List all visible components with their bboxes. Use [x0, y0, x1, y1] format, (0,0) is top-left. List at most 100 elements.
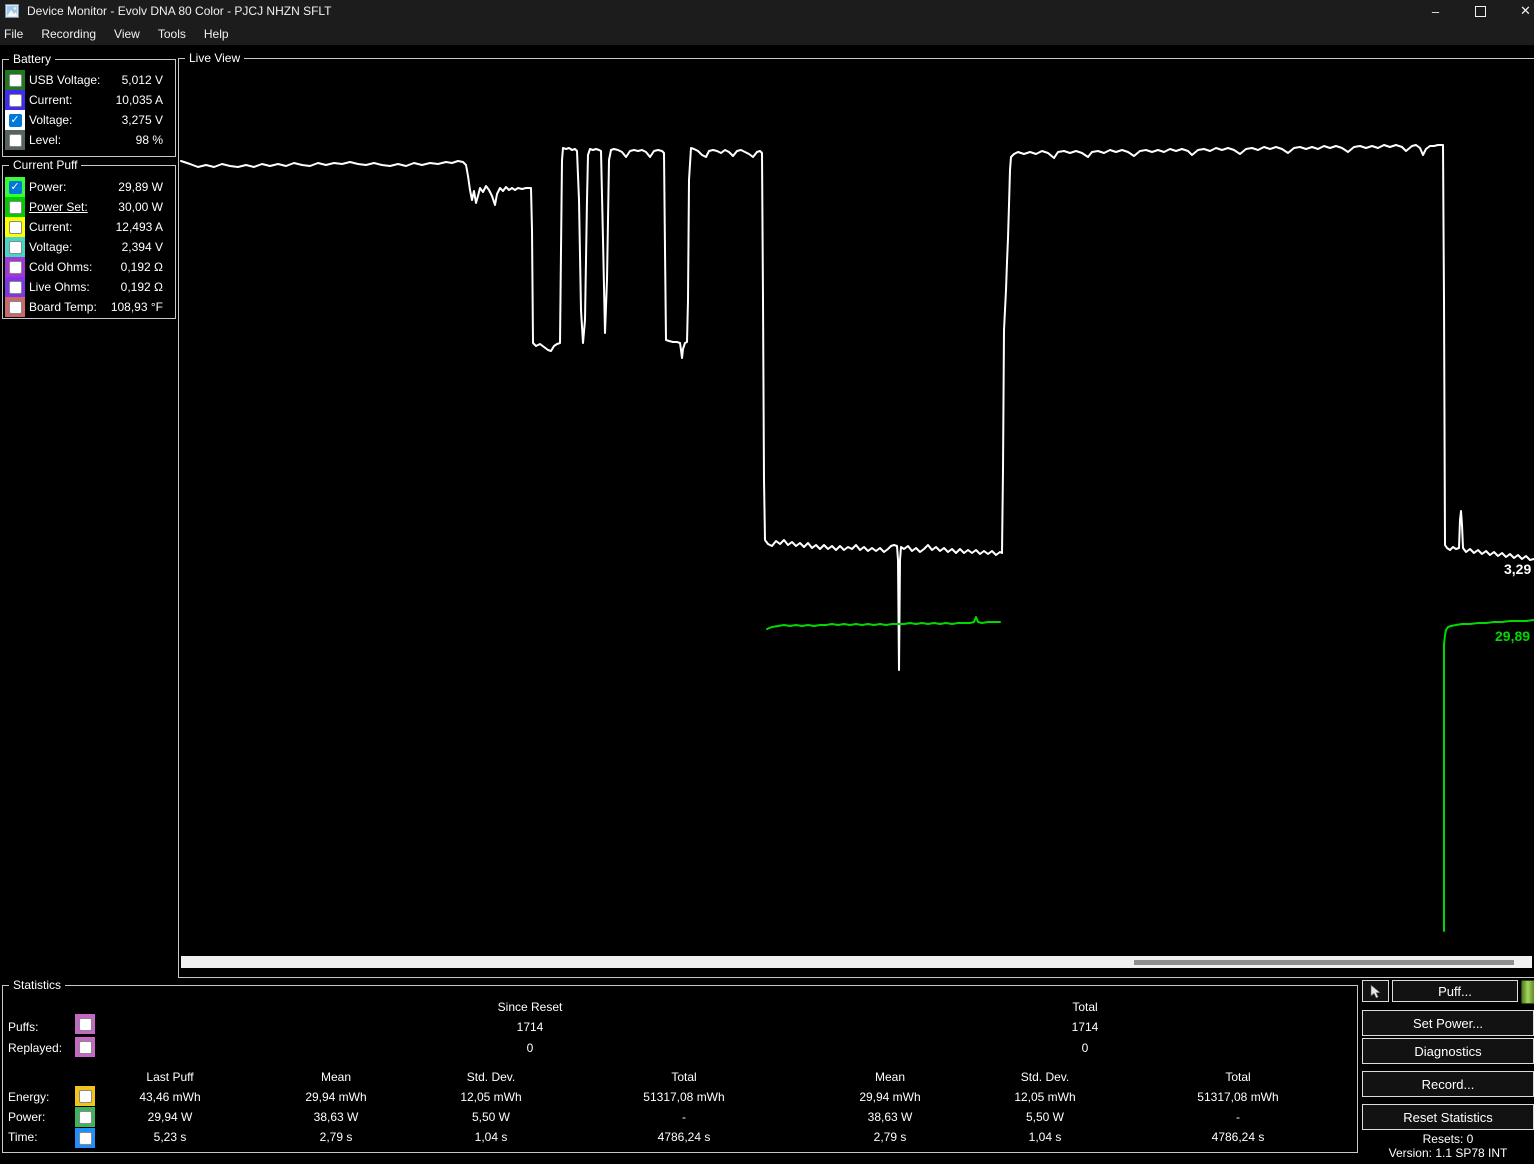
power-stat-checkbox[interactable] — [78, 1110, 92, 1124]
power-checkbox[interactable] — [8, 180, 22, 194]
col-header-last-puff: Last Puff — [146, 1070, 194, 1084]
puffs-since-reset-value: 1714 — [516, 1020, 544, 1034]
set-power-button[interactable]: Set Power... — [1362, 1010, 1534, 1036]
time-stddev-2: 1,04 s — [1028, 1130, 1062, 1144]
puff-button[interactable]: Puff... — [1392, 980, 1518, 1002]
time-total-2: 4786,24 s — [1211, 1130, 1265, 1144]
power-stddev-2: 5,50 W — [1025, 1110, 1065, 1124]
power-total-2: - — [1236, 1110, 1240, 1124]
pointer-tool-button[interactable] — [1362, 980, 1389, 1002]
cold-ohms-checkbox[interactable] — [8, 260, 22, 274]
usb-voltage-checkbox[interactable] — [8, 73, 22, 87]
menu-file[interactable]: File — [4, 26, 24, 41]
board-temp-checkbox[interactable] — [8, 300, 22, 314]
window-title: Device Monitor - Evolv DNA 80 Color - PJ… — [27, 4, 332, 18]
maximize-icon — [1475, 5, 1486, 17]
power-set-link[interactable]: Power Set: — [29, 200, 88, 214]
puff-row-power: Power: 29,89 W — [5, 177, 173, 197]
board-temp-label: Board Temp: — [29, 300, 97, 314]
power-label: Power: — [29, 180, 67, 194]
menu-bar: File Recording View Tools Help — [0, 22, 1534, 45]
battery-group: Battery — [2, 52, 176, 157]
usb-voltage-color-swatch — [5, 70, 25, 90]
live-ohms-value: 0,192 Ω — [120, 280, 163, 294]
puff-voltage-label: Voltage: — [29, 240, 73, 254]
power-set-color-swatch — [5, 197, 25, 217]
power-set-checkbox[interactable] — [8, 200, 22, 214]
replayed-checkbox[interactable] — [78, 1040, 92, 1054]
live-view-chart[interactable] — [179, 59, 1534, 954]
menu-view[interactable]: View — [114, 26, 140, 41]
board-temp-color-swatch — [5, 297, 25, 317]
chart-scrollbar[interactable] — [181, 956, 1532, 968]
power-readout-tag: 29,89 — [1495, 628, 1531, 644]
battery-level-value: 98 % — [135, 133, 163, 147]
time-label: Time: — [8, 1130, 38, 1144]
puffs-color-swatch — [75, 1014, 95, 1034]
time-last-puff: 5,23 s — [153, 1130, 187, 1144]
puff-current-label: Current: — [29, 220, 73, 234]
minimize-button[interactable]: – — [1413, 0, 1458, 22]
puff-current-checkbox[interactable] — [8, 220, 22, 234]
time-mean-1: 2,79 s — [319, 1130, 353, 1144]
col-header-total-1: Total — [671, 1070, 697, 1084]
col-header-mean-1: Mean — [320, 1070, 352, 1084]
replayed-color-swatch — [75, 1037, 95, 1057]
time-checkbox[interactable] — [78, 1131, 92, 1145]
col-header-total-2: Total — [1225, 1070, 1251, 1084]
energy-stddev-1: 12,05 mWh — [460, 1090, 522, 1104]
voltage-readout-tag: 3,29 — [1504, 561, 1532, 577]
current-puff-group-label: Current Puff — [9, 158, 82, 173]
chart-scrollbar-thumb[interactable] — [1134, 960, 1514, 965]
replayed-label: Replayed: — [8, 1041, 63, 1055]
puff-row-voltage: Voltage: 2,394 V — [5, 237, 173, 257]
usb-voltage-label: USB Voltage: — [29, 73, 101, 87]
replayed-since-reset-value: 0 — [526, 1041, 534, 1055]
col-header-stddev-1: Std. Dev. — [466, 1070, 516, 1084]
puff-voltage-checkbox[interactable] — [8, 240, 22, 254]
statistics-group-label: Statistics — [9, 978, 66, 993]
version-text: Version: 1.1 SP78 INT — [1388, 1146, 1508, 1160]
reset-statistics-button[interactable]: Reset Statistics — [1362, 1104, 1534, 1130]
cold-ohms-color-swatch — [5, 257, 25, 277]
energy-stddev-2: 12,05 mWh — [1014, 1090, 1076, 1104]
battery-level-checkbox[interactable] — [8, 133, 22, 147]
power-last-puff: 29,94 W — [147, 1110, 193, 1124]
menu-help[interactable]: Help — [203, 26, 229, 41]
live-ohms-checkbox[interactable] — [8, 280, 22, 294]
current-puff-group: Current Puff — [2, 158, 176, 319]
time-total-1: 4786,24 s — [657, 1130, 711, 1144]
battery-current-checkbox[interactable] — [8, 93, 22, 107]
resets-count: Resets: 0 — [1422, 1132, 1474, 1146]
record-button[interactable]: Record... — [1362, 1071, 1534, 1097]
menu-tools[interactable]: Tools — [157, 26, 186, 41]
close-button[interactable]: ✕ — [1503, 0, 1534, 22]
energy-checkbox[interactable] — [78, 1089, 92, 1103]
power-stat-color-swatch — [75, 1107, 95, 1127]
power-value: 29,89 W — [118, 180, 163, 194]
power-mean-1: 38,63 W — [313, 1110, 359, 1124]
power-total-1: - — [682, 1110, 686, 1124]
maximize-button[interactable] — [1458, 0, 1503, 22]
puff-row-power-set: Power Set: 30,00 W — [5, 197, 173, 217]
col-header-stddev-2: Std. Dev. — [1020, 1070, 1070, 1084]
title-bar: Device Monitor - Evolv DNA 80 Color - PJ… — [0, 0, 1534, 22]
puff-voltage-value: 2,394 V — [121, 240, 163, 254]
puffs-checkbox[interactable] — [78, 1017, 92, 1031]
puff-current-color-swatch — [5, 217, 25, 237]
puff-voltage-color-swatch — [5, 237, 25, 257]
voltage-trace — [180, 144, 1534, 671]
cold-ohms-label: Cold Ohms: — [29, 260, 93, 274]
battery-voltage-color-swatch — [5, 110, 25, 130]
battery-current-label: Current: — [29, 93, 73, 107]
energy-total-2: 51317,08 mWh — [1197, 1090, 1279, 1104]
power-set-value: 30,00 W — [118, 200, 163, 214]
menu-recording[interactable]: Recording — [41, 26, 97, 41]
battery-voltage-checkbox[interactable] — [8, 113, 22, 127]
board-temp-value: 108,93 °F — [110, 300, 163, 314]
energy-mean-2: 29,94 mWh — [859, 1090, 921, 1104]
diagnostics-button[interactable]: Diagnostics — [1362, 1038, 1534, 1064]
energy-mean-1: 29,94 mWh — [305, 1090, 367, 1104]
live-view-group-label: Live View — [185, 51, 245, 66]
cold-ohms-value: 0,192 Ω — [120, 260, 163, 274]
